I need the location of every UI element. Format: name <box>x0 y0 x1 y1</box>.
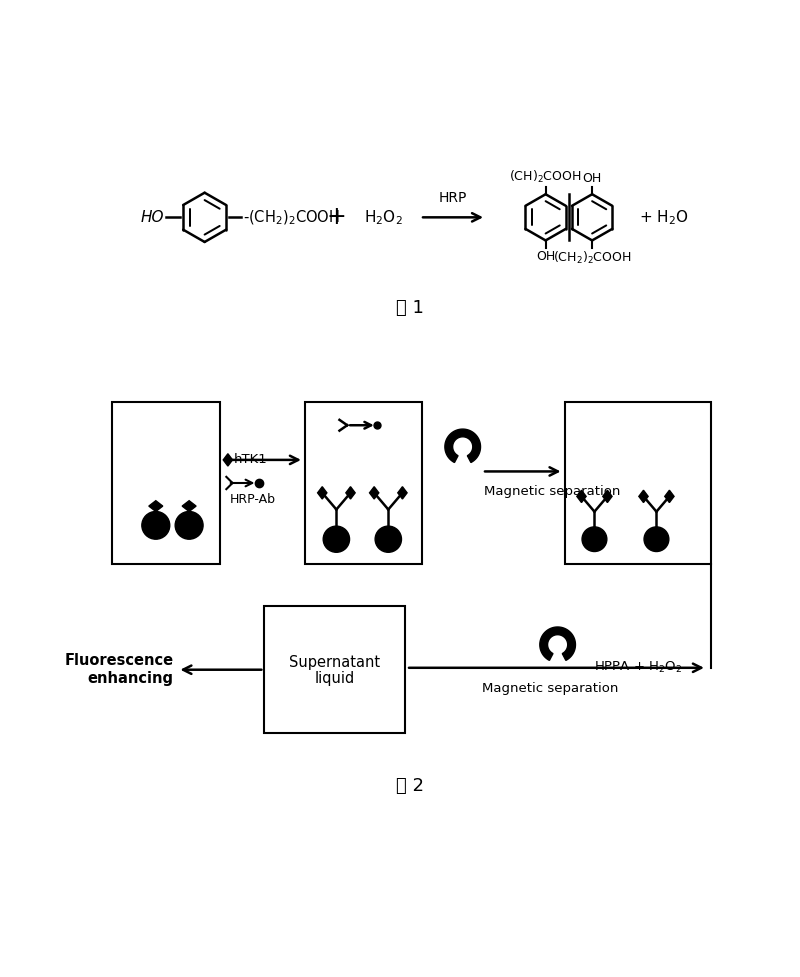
Circle shape <box>644 527 669 552</box>
Polygon shape <box>577 490 586 502</box>
Bar <box>264 606 405 734</box>
Text: 图 1: 图 1 <box>396 299 424 318</box>
Circle shape <box>323 526 350 552</box>
Polygon shape <box>665 490 674 502</box>
Text: (CH$_2$)$_2$COOH: (CH$_2$)$_2$COOH <box>553 250 631 266</box>
Polygon shape <box>540 627 575 660</box>
Polygon shape <box>346 487 355 499</box>
Text: OH: OH <box>582 172 602 185</box>
Circle shape <box>582 527 607 552</box>
Polygon shape <box>318 487 327 499</box>
Text: Magnetic separation: Magnetic separation <box>482 682 618 695</box>
Text: HRP: HRP <box>439 191 467 205</box>
Text: HPPA + H$_2$O$_2$: HPPA + H$_2$O$_2$ <box>594 660 683 675</box>
Text: OH: OH <box>536 250 555 263</box>
Text: Supernatant: Supernatant <box>289 655 380 669</box>
Bar <box>565 403 710 564</box>
Polygon shape <box>602 490 612 502</box>
Text: HRP-Ab: HRP-Ab <box>230 493 275 506</box>
Text: +: + <box>326 205 346 230</box>
Polygon shape <box>445 429 481 462</box>
Text: Fluorescence: Fluorescence <box>65 653 174 668</box>
Text: liquid: liquid <box>314 671 354 687</box>
Circle shape <box>375 526 402 552</box>
Text: Magnetic separation: Magnetic separation <box>485 486 621 498</box>
Polygon shape <box>639 490 648 502</box>
Text: hTK1: hTK1 <box>234 453 268 466</box>
Text: H$_2$O$_2$: H$_2$O$_2$ <box>363 208 402 227</box>
Bar <box>112 403 220 564</box>
Bar <box>306 403 422 564</box>
Text: enhancing: enhancing <box>88 671 174 687</box>
Polygon shape <box>149 500 162 512</box>
Circle shape <box>142 512 170 539</box>
Polygon shape <box>370 487 379 499</box>
Polygon shape <box>398 487 407 499</box>
Polygon shape <box>182 500 196 512</box>
Text: -(CH$_2$)$_2$COOH: -(CH$_2$)$_2$COOH <box>242 208 339 227</box>
Text: 图 2: 图 2 <box>396 777 424 794</box>
Text: HO: HO <box>141 210 164 225</box>
Text: + H$_2$O: + H$_2$O <box>639 208 689 227</box>
Text: (CH)$_2$COOH: (CH)$_2$COOH <box>510 169 582 185</box>
Polygon shape <box>223 453 233 466</box>
Circle shape <box>175 512 203 539</box>
